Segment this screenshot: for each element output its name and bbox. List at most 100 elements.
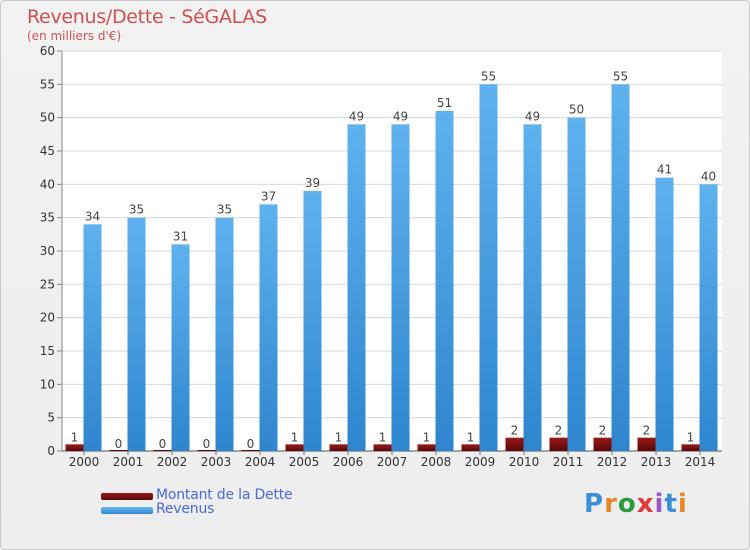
label-revenus-2009: 55 — [481, 69, 496, 83]
x-tick-label-2006: 2006 — [333, 455, 364, 469]
logo-letter: t — [664, 489, 678, 519]
bar-revenus-2004 — [259, 204, 278, 451]
label-dette-2011: 2 — [555, 424, 563, 438]
label-dette-2002: 0 — [159, 437, 167, 451]
bar-revenus-2010 — [523, 124, 542, 451]
label-revenus-2006: 49 — [349, 109, 364, 123]
label-revenus-2014: 40 — [701, 169, 716, 183]
logo-letter: i — [654, 489, 665, 519]
x-tick-label-2000: 2000 — [69, 455, 100, 469]
x-tick-label-2014: 2014 — [685, 455, 716, 469]
bar-revenus-2002 — [171, 244, 190, 451]
label-revenus-2001: 35 — [129, 203, 144, 217]
y-tick-label-5: 5 — [47, 411, 55, 425]
y-tick-label-60: 60 — [40, 44, 55, 58]
bar-revenus-2006 — [347, 124, 366, 451]
bar-dette-2010 — [505, 437, 524, 451]
bar-dette-2007 — [373, 444, 392, 451]
label-dette-2000: 1 — [71, 430, 79, 444]
x-tick-label-2011: 2011 — [553, 455, 584, 469]
bar-revenus-2007 — [391, 124, 410, 451]
label-dette-2008: 1 — [423, 430, 431, 444]
x-tick-label-2007: 2007 — [377, 455, 408, 469]
y-tick-label-15: 15 — [40, 344, 55, 358]
bar-dette-2004 — [241, 450, 260, 451]
label-dette-2013: 2 — [643, 424, 651, 438]
label-dette-2006: 1 — [335, 430, 343, 444]
y-tick-label-10: 10 — [40, 377, 55, 391]
label-revenus-2004: 37 — [261, 189, 276, 203]
logo-letter: P — [584, 489, 605, 519]
y-tick-label-20: 20 — [40, 311, 55, 325]
label-dette-2001: 0 — [115, 437, 123, 451]
bar-dette-2000 — [65, 444, 84, 451]
legend-label-dette: Montant de la Dette — [156, 487, 293, 503]
y-tick-label-0: 0 — [47, 444, 55, 458]
legend-swatch-revenus — [101, 507, 153, 514]
bar-dette-2005 — [285, 444, 304, 451]
bar-dette-2013 — [637, 437, 656, 451]
y-tick-label-40: 40 — [40, 177, 55, 191]
x-tick-label-2010: 2010 — [509, 455, 540, 469]
x-tick-label-2008: 2008 — [421, 455, 452, 469]
bar-dette-2012 — [593, 437, 612, 451]
bar-dette-2006 — [329, 444, 348, 451]
label-revenus-2003: 35 — [217, 203, 232, 217]
y-tick-label-25: 25 — [40, 277, 55, 291]
bar-dette-2003 — [197, 450, 216, 451]
x-tick-label-2009: 2009 — [465, 455, 496, 469]
bar-revenus-2005 — [303, 191, 322, 451]
bar-revenus-2013 — [655, 177, 674, 451]
label-dette-2004: 0 — [247, 437, 255, 451]
chart-subtitle: (en milliers d'€) — [27, 29, 122, 43]
label-revenus-2007: 49 — [393, 109, 408, 123]
bar-revenus-2012 — [611, 84, 630, 451]
label-dette-2007: 1 — [379, 430, 387, 444]
bar-revenus-2003 — [215, 217, 234, 451]
label-dette-2014: 1 — [687, 430, 695, 444]
label-revenus-2000: 34 — [85, 209, 100, 223]
label-dette-2005: 1 — [291, 430, 299, 444]
label-dette-2003: 0 — [203, 437, 211, 451]
label-revenus-2005: 39 — [305, 176, 320, 190]
x-tick-label-2013: 2013 — [641, 455, 672, 469]
label-revenus-2010: 49 — [525, 109, 540, 123]
bar-dette-2009 — [461, 444, 480, 451]
y-tick-label-35: 35 — [40, 211, 55, 225]
logo-letter: r — [604, 489, 618, 519]
legend-label-revenus: Revenus — [156, 501, 215, 517]
x-tick-label-2002: 2002 — [157, 455, 188, 469]
bar-dette-2001 — [109, 450, 128, 451]
bar-dette-2002 — [153, 450, 172, 451]
bar-revenus-2000 — [83, 224, 102, 451]
label-revenus-2002: 31 — [173, 229, 188, 243]
label-revenus-2008: 51 — [437, 96, 452, 110]
x-tick-label-2004: 2004 — [245, 455, 276, 469]
bar-revenus-2001 — [127, 217, 146, 451]
bar-revenus-2011 — [567, 117, 586, 452]
x-tick-label-2003: 2003 — [201, 455, 232, 469]
bar-dette-2011 — [549, 437, 568, 451]
x-tick-label-2012: 2012 — [597, 455, 628, 469]
y-tick-label-55: 55 — [40, 77, 55, 91]
label-revenus-2012: 55 — [613, 69, 628, 83]
bar-dette-2008 — [417, 444, 436, 451]
chart-title: Revenus/Dette - SéGALAS — [27, 6, 267, 28]
x-tick-label-2005: 2005 — [289, 455, 320, 469]
label-revenus-2013: 41 — [657, 163, 672, 177]
bar-revenus-2009 — [479, 84, 498, 451]
legend-swatch-dette — [101, 493, 153, 500]
bar-revenus-2008 — [435, 111, 454, 451]
bar-revenus-2014 — [699, 184, 718, 452]
logo-letter: x — [636, 489, 655, 519]
label-dette-2009: 1 — [467, 430, 475, 444]
y-tick-label-45: 45 — [40, 144, 55, 158]
label-revenus-2011: 50 — [569, 103, 584, 117]
bar-dette-2014 — [681, 444, 700, 451]
label-dette-2010: 2 — [511, 424, 519, 438]
proxiti-logo: Proxiti — [584, 489, 688, 519]
y-tick-label-50: 50 — [40, 111, 55, 125]
x-tick-label-2001: 2001 — [113, 455, 144, 469]
